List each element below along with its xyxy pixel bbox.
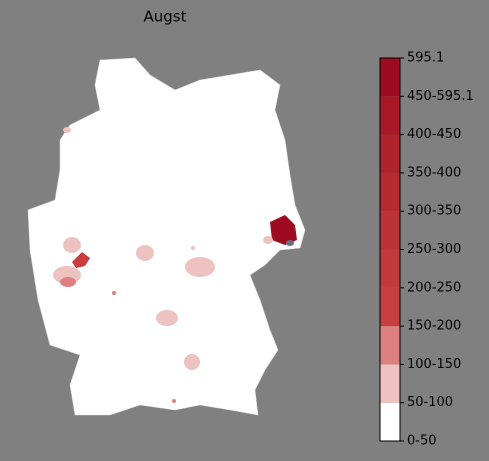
colorbar-label: 595.1 bbox=[407, 51, 444, 66]
colorbar-label: 100-150 bbox=[407, 357, 461, 372]
colorbar-segment bbox=[380, 287, 400, 327]
map-title: Augst bbox=[144, 8, 187, 26]
region-mid bbox=[72, 252, 90, 268]
region-low bbox=[63, 237, 81, 253]
region-low bbox=[156, 310, 178, 326]
colorbar-segment bbox=[380, 58, 400, 97]
colorbar-segment bbox=[380, 364, 400, 403]
colorbar-label: 200-250 bbox=[407, 280, 461, 295]
region-low bbox=[191, 246, 195, 250]
region-mid-low bbox=[172, 399, 176, 403]
colorbar-label: 450-595.1 bbox=[407, 89, 474, 104]
colorbar-label: 250-300 bbox=[407, 242, 461, 257]
colorbar-label: 350-400 bbox=[407, 165, 461, 180]
region-high bbox=[270, 215, 297, 245]
colorbar-segment bbox=[380, 134, 400, 173]
colorbar-segment bbox=[380, 96, 400, 135]
germany-map bbox=[27, 57, 306, 416]
region-low bbox=[185, 257, 215, 277]
colorbar-segment bbox=[380, 211, 400, 250]
region-mid-low bbox=[112, 291, 116, 295]
colorbar-label: 0-50 bbox=[407, 434, 437, 449]
region-low bbox=[136, 245, 154, 261]
colorbar-segment bbox=[380, 249, 400, 288]
colorbar-label: 150-200 bbox=[407, 319, 461, 334]
colorbar-label: 300-350 bbox=[407, 204, 461, 219]
colorbar-segment bbox=[380, 172, 400, 212]
region-other bbox=[286, 240, 294, 246]
region-low bbox=[184, 354, 200, 370]
region-low bbox=[63, 127, 71, 133]
colorbar-segment bbox=[380, 326, 400, 365]
country-outline bbox=[27, 57, 306, 416]
colorbar-label: 50-100 bbox=[407, 395, 453, 410]
colorbar-segment bbox=[380, 402, 400, 441]
colorbar: 0-50 50-100 100-150 150-200 200-250 250-300 30… bbox=[379, 51, 474, 449]
colorbar-label: 400-450 bbox=[407, 127, 461, 142]
region-mid-low bbox=[60, 277, 76, 287]
region-low bbox=[263, 236, 273, 244]
